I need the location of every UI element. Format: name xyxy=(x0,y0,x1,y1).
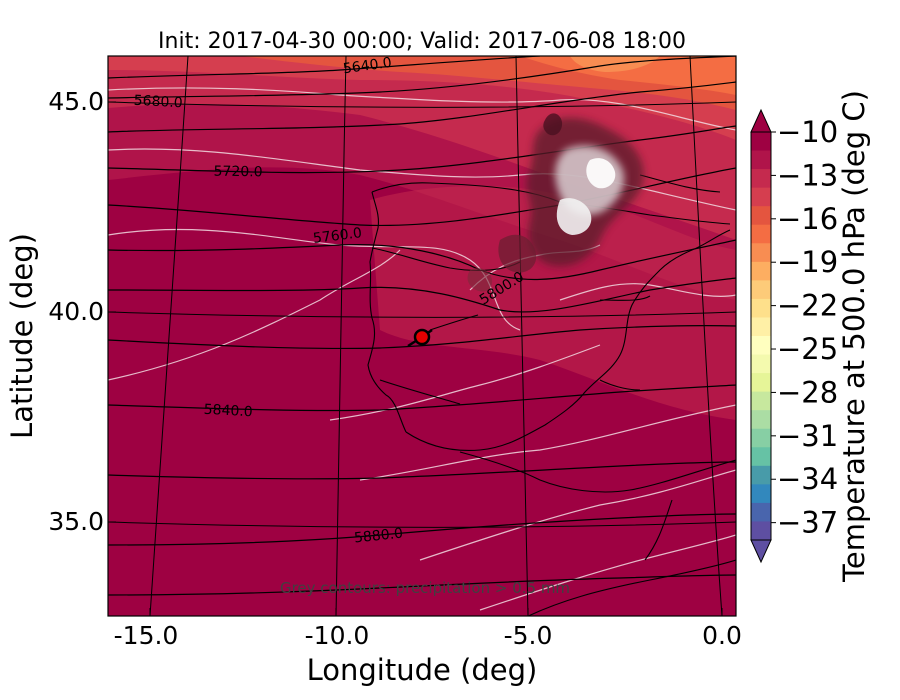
colorbar-tick-label: −13 xyxy=(777,158,838,192)
x-tick-label: -10.0 xyxy=(305,621,370,650)
map-frame xyxy=(107,55,737,617)
plot-title: Init: 2017-04-30 00:00; Valid: 2017-06-0… xyxy=(158,29,686,54)
colorbar-extend-min xyxy=(750,539,772,564)
temperature-band xyxy=(108,56,736,240)
map-panel: 5640.0 5680.0 5720.0 5760.0 5800.0 5840.… xyxy=(108,55,736,616)
y-tick-label: 40.0 xyxy=(48,297,104,326)
contour-label: 5640.0 xyxy=(342,55,393,78)
contour-label: 5720.0 xyxy=(213,164,262,181)
colorbar-tick-label: −28 xyxy=(777,375,838,409)
x-tick-label: 0.0 xyxy=(702,621,742,650)
colorbar-segment xyxy=(751,187,771,207)
colorbar-segment xyxy=(751,391,771,411)
y-axis-label: Latitude (deg) xyxy=(5,233,39,439)
colorbar-tick-label: −37 xyxy=(777,506,838,540)
colorbar-tick-label: −22 xyxy=(777,289,838,323)
tick-marks xyxy=(108,101,723,616)
contour-label: 5840.0 xyxy=(203,402,253,421)
x-tick-label: -5.0 xyxy=(504,621,553,650)
contour-label: 5680.0 xyxy=(133,93,183,112)
contour-label: 5880.0 xyxy=(353,526,403,547)
precipitation-note: Grey contours: precipitation > 0.5 mm xyxy=(280,579,570,597)
colorbar-tick-label: −31 xyxy=(777,419,838,453)
colorbar-frame xyxy=(750,131,772,541)
colorbar-segment xyxy=(751,502,771,522)
colorbar-segment xyxy=(751,280,771,300)
colorbar-segment xyxy=(751,465,771,485)
temperature-band xyxy=(520,56,736,95)
colorbar-segment xyxy=(751,224,771,244)
colorbar-segment xyxy=(751,261,771,281)
colorbar-segment xyxy=(751,206,771,226)
colorbar-segment xyxy=(751,354,771,374)
colorbar-tick-label: −34 xyxy=(777,462,838,496)
temperature-band xyxy=(370,185,736,420)
y-tick-label: 35.0 xyxy=(48,507,104,536)
colorbar-label: Temperature at 500.0 hPa (deg C) xyxy=(837,90,871,583)
colorbar-segment xyxy=(751,447,771,467)
x-tick-label: -15.0 xyxy=(114,621,179,650)
colorbar-segment xyxy=(751,298,771,318)
geopotential-contours xyxy=(108,56,736,596)
colorbar-tick-label: −16 xyxy=(777,202,838,236)
colorbar-segment xyxy=(751,521,771,541)
colorbar-extend-max xyxy=(750,108,772,133)
precipitation-contours xyxy=(467,113,644,292)
colorbar-tick-label: −19 xyxy=(777,245,838,279)
colorbar: −10 −13 −16 −19 −22 −25 −28 −31 −34 −37 xyxy=(750,108,838,564)
colorbar-tick-label: −25 xyxy=(777,332,838,366)
colorbar-segment xyxy=(751,373,771,393)
colorbar-segment xyxy=(751,410,771,430)
colorbar-segment xyxy=(751,484,771,504)
colorbar-segment xyxy=(751,317,771,337)
y-tick-label: 45.0 xyxy=(48,87,104,116)
colorbar-segment xyxy=(751,169,771,189)
contour-label: 5760.0 xyxy=(312,225,363,247)
location-marker xyxy=(413,328,431,346)
colorbar-segment xyxy=(751,132,771,152)
colorbar-segment xyxy=(751,150,771,170)
x-axis-label: Longitude (deg) xyxy=(307,653,538,687)
colorbar-tick-label: −10 xyxy=(777,115,838,149)
colorbar-segment xyxy=(751,243,771,263)
colorbar-segment xyxy=(751,428,771,448)
colorbar-segment xyxy=(751,336,771,356)
